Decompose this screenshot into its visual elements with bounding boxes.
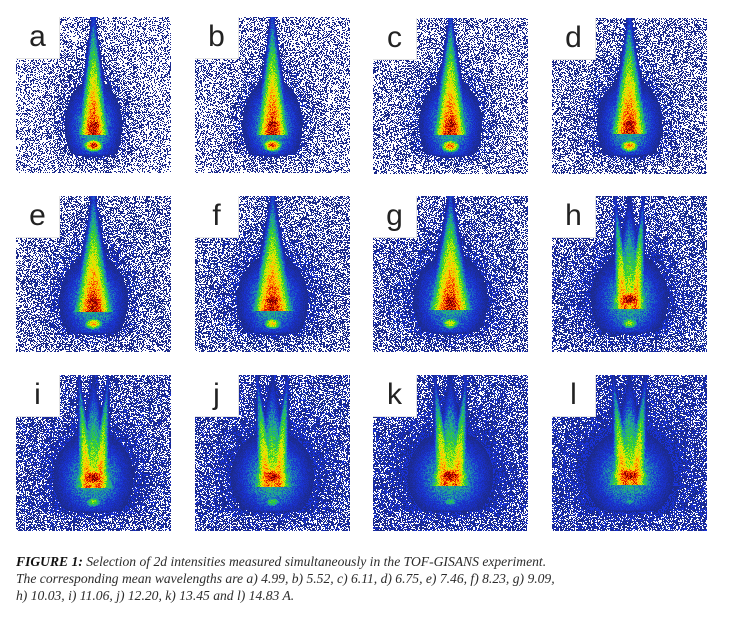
panel-k: k <box>373 375 528 531</box>
panel-label-a: a <box>16 17 60 59</box>
figure-caption: FIGURE 1: Selection of 2d intensities me… <box>16 553 716 604</box>
panel-i: i <box>16 375 171 531</box>
panel-l: l <box>552 375 707 531</box>
panel-label-e: e <box>16 196 60 238</box>
panel-g: g <box>373 196 528 352</box>
caption-line-2: The corresponding mean wavelengths are a… <box>16 571 555 586</box>
panel-c: c <box>373 18 528 174</box>
panel-label-d: d <box>552 18 596 60</box>
panel-e: e <box>16 196 171 352</box>
panel-f: f <box>195 196 350 352</box>
panel-label-i: i <box>16 375 60 417</box>
panel-a: a <box>16 17 171 173</box>
panel-label-f: f <box>195 196 239 238</box>
panel-d: d <box>552 18 707 174</box>
figure-grid: a b c d e f g h i j k l <box>16 17 707 531</box>
panel-label-l: l <box>552 375 596 417</box>
caption-line-1: FIGURE 1: Selection of 2d intensities me… <box>16 553 716 570</box>
panel-label-h: h <box>552 196 596 238</box>
panel-label-g: g <box>373 196 417 238</box>
caption-line-3: h) 10.03, i) 11.06, j) 12.20, k) 13.45 a… <box>16 588 295 603</box>
panel-j: j <box>195 375 350 531</box>
panel-b: b <box>195 17 350 173</box>
figure-label: FIGURE 1: <box>16 554 83 569</box>
panel-label-k: k <box>373 375 417 417</box>
panel-h: h <box>552 196 707 352</box>
panel-label-j: j <box>195 375 239 417</box>
panel-label-c: c <box>373 18 417 60</box>
panel-label-b: b <box>195 17 239 59</box>
caption-text-1: Selection of 2d intensities measured sim… <box>82 554 547 569</box>
